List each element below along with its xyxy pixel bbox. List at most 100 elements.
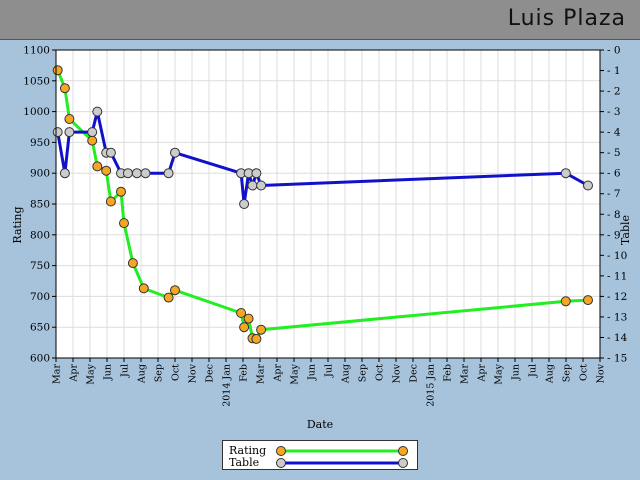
data-point-rating <box>52 65 63 76</box>
data-point-table <box>251 168 262 179</box>
x-tick-label: May <box>86 363 97 384</box>
data-point-rating <box>105 196 116 207</box>
data-point-rating <box>92 161 103 172</box>
legend-marker-table-end <box>398 458 408 468</box>
legend: Rating Table <box>222 440 418 470</box>
y2-tick-label: - 6 <box>607 168 621 180</box>
x-tick-label: Jul <box>528 364 539 378</box>
data-point-rating <box>59 83 70 94</box>
player-name: Luis Plaza <box>507 6 626 31</box>
data-point-table <box>170 147 180 158</box>
data-point-table <box>247 180 258 191</box>
data-point-table <box>583 180 593 191</box>
x-tick-label: May <box>494 363 505 384</box>
legend-marker-table-start <box>276 458 286 468</box>
x-tick-label: Sep <box>358 364 369 382</box>
y2-tick-label: - 9 <box>607 229 621 241</box>
x-tick-label: Jul <box>324 364 335 378</box>
y2-tick-label: - 13 <box>607 311 627 323</box>
data-point-table <box>256 180 267 191</box>
y-tick-label: 900 <box>30 168 50 180</box>
x-tick-label: Aug <box>545 364 556 384</box>
x-tick-label: Mar <box>52 364 63 384</box>
y2-tick-label: - 7 <box>607 188 621 200</box>
y-tick-label: 1050 <box>23 75 50 87</box>
data-point-rating <box>256 324 267 335</box>
rating-table-chart: Mar Apr May Jun Jul Aug Sep Oct Nov Dec 2014 Jan Fe… <box>11 45 632 432</box>
y2-tick-label: - 15 <box>607 353 627 365</box>
grid-lines <box>55 49 601 359</box>
data-point-table <box>131 168 142 179</box>
y-axis-left: 600 650 700 750 800 850 900 950 1000 1050 1100 <box>23 45 56 365</box>
y2-tick-label: - 14 <box>607 332 628 344</box>
data-point-table <box>92 106 103 117</box>
data-point-rating <box>170 285 180 296</box>
legend-label-rating: Rating <box>229 444 266 457</box>
y2-tick-label: - 8 <box>607 209 621 221</box>
plot-frame <box>55 49 601 359</box>
y-tick-label: 1000 <box>23 106 50 118</box>
y-axis-label: Rating <box>11 206 24 243</box>
x-tick-label: Mar <box>460 364 471 384</box>
x-tick-label: Jun <box>103 364 114 381</box>
y2-tick-label: - 0 <box>607 45 621 57</box>
x-axis: Mar Apr May Jun Jul Aug Sep Oct Nov Dec 2014 Jan Fe… <box>52 358 607 407</box>
y2-tick-label: - 5 <box>607 147 621 159</box>
data-point-table <box>87 127 98 138</box>
data-point-table <box>163 168 174 179</box>
x-tick-label: Aug <box>137 364 148 384</box>
x-tick-label: Oct <box>171 364 182 381</box>
y-axis-right: - 0 - 1 - 2 - 3 - 4 - 5 - 6 - 7 - 8 - 9 - 10 - 11 - … <box>600 45 628 365</box>
x-tick-label: Aug <box>341 364 352 384</box>
legend-label-table: Table <box>229 456 259 469</box>
data-point-rating <box>116 186 126 197</box>
data-point-rating <box>251 333 262 344</box>
x-tick-label: Jun <box>307 364 318 381</box>
x-tick-label: Dec <box>409 364 420 383</box>
data-point-table <box>560 168 571 179</box>
data-point-rating <box>101 165 112 176</box>
y-tick-label: 650 <box>30 322 50 334</box>
y2-tick-label: - 10 <box>607 250 627 262</box>
x-tick-label: Nov <box>188 363 199 383</box>
data-point-rating <box>239 322 250 333</box>
data-point-table <box>105 147 116 158</box>
y-tick-label: 850 <box>30 199 50 211</box>
y2-tick-label: - 12 <box>607 291 627 303</box>
y-tick-label: 950 <box>30 137 50 149</box>
y-tick-label: 700 <box>30 291 50 303</box>
y2-tick-label: - 2 <box>607 86 621 98</box>
series-layer <box>52 65 593 344</box>
x-tick-label: Jul <box>120 364 131 378</box>
x-axis-label: Date <box>307 418 333 431</box>
x-tick-label: May <box>290 363 301 384</box>
x-tick-label: Nov <box>392 363 403 383</box>
data-point-table <box>52 127 63 138</box>
x-tick-label: Apr <box>273 364 284 383</box>
x-tick-label: Mar <box>256 364 267 384</box>
y2-tick-label: - 4 <box>607 127 621 139</box>
data-point-table <box>122 168 133 179</box>
y-tick-label: 750 <box>30 260 50 272</box>
x-tick-label: Oct <box>579 364 590 381</box>
y2-tick-label: - 3 <box>607 106 621 118</box>
legend-marker-rating-start <box>276 446 286 456</box>
y2-tick-label: - 11 <box>607 270 627 282</box>
x-tick-label: Feb <box>239 364 250 382</box>
x-tick-label: Apr <box>69 364 80 383</box>
legend-marker-rating-end <box>398 446 408 456</box>
data-point-rating <box>243 313 254 324</box>
title-bar: Luis Plaza <box>0 0 640 40</box>
x-tick-label: Nov <box>596 363 607 383</box>
y-tick-label: 600 <box>30 353 50 365</box>
data-point-rating <box>560 296 571 307</box>
data-point-rating <box>138 283 149 294</box>
x-tick-label: Sep <box>562 364 573 382</box>
data-point-rating <box>236 308 247 318</box>
x-tick-label: Oct <box>375 364 386 381</box>
y-tick-label: 1100 <box>23 45 50 57</box>
data-point-rating <box>64 114 75 124</box>
y2-tick-label: - 1 <box>607 65 621 77</box>
x-tick-label: 2014 Jan <box>222 364 233 407</box>
x-tick-label: Apr <box>477 364 488 383</box>
